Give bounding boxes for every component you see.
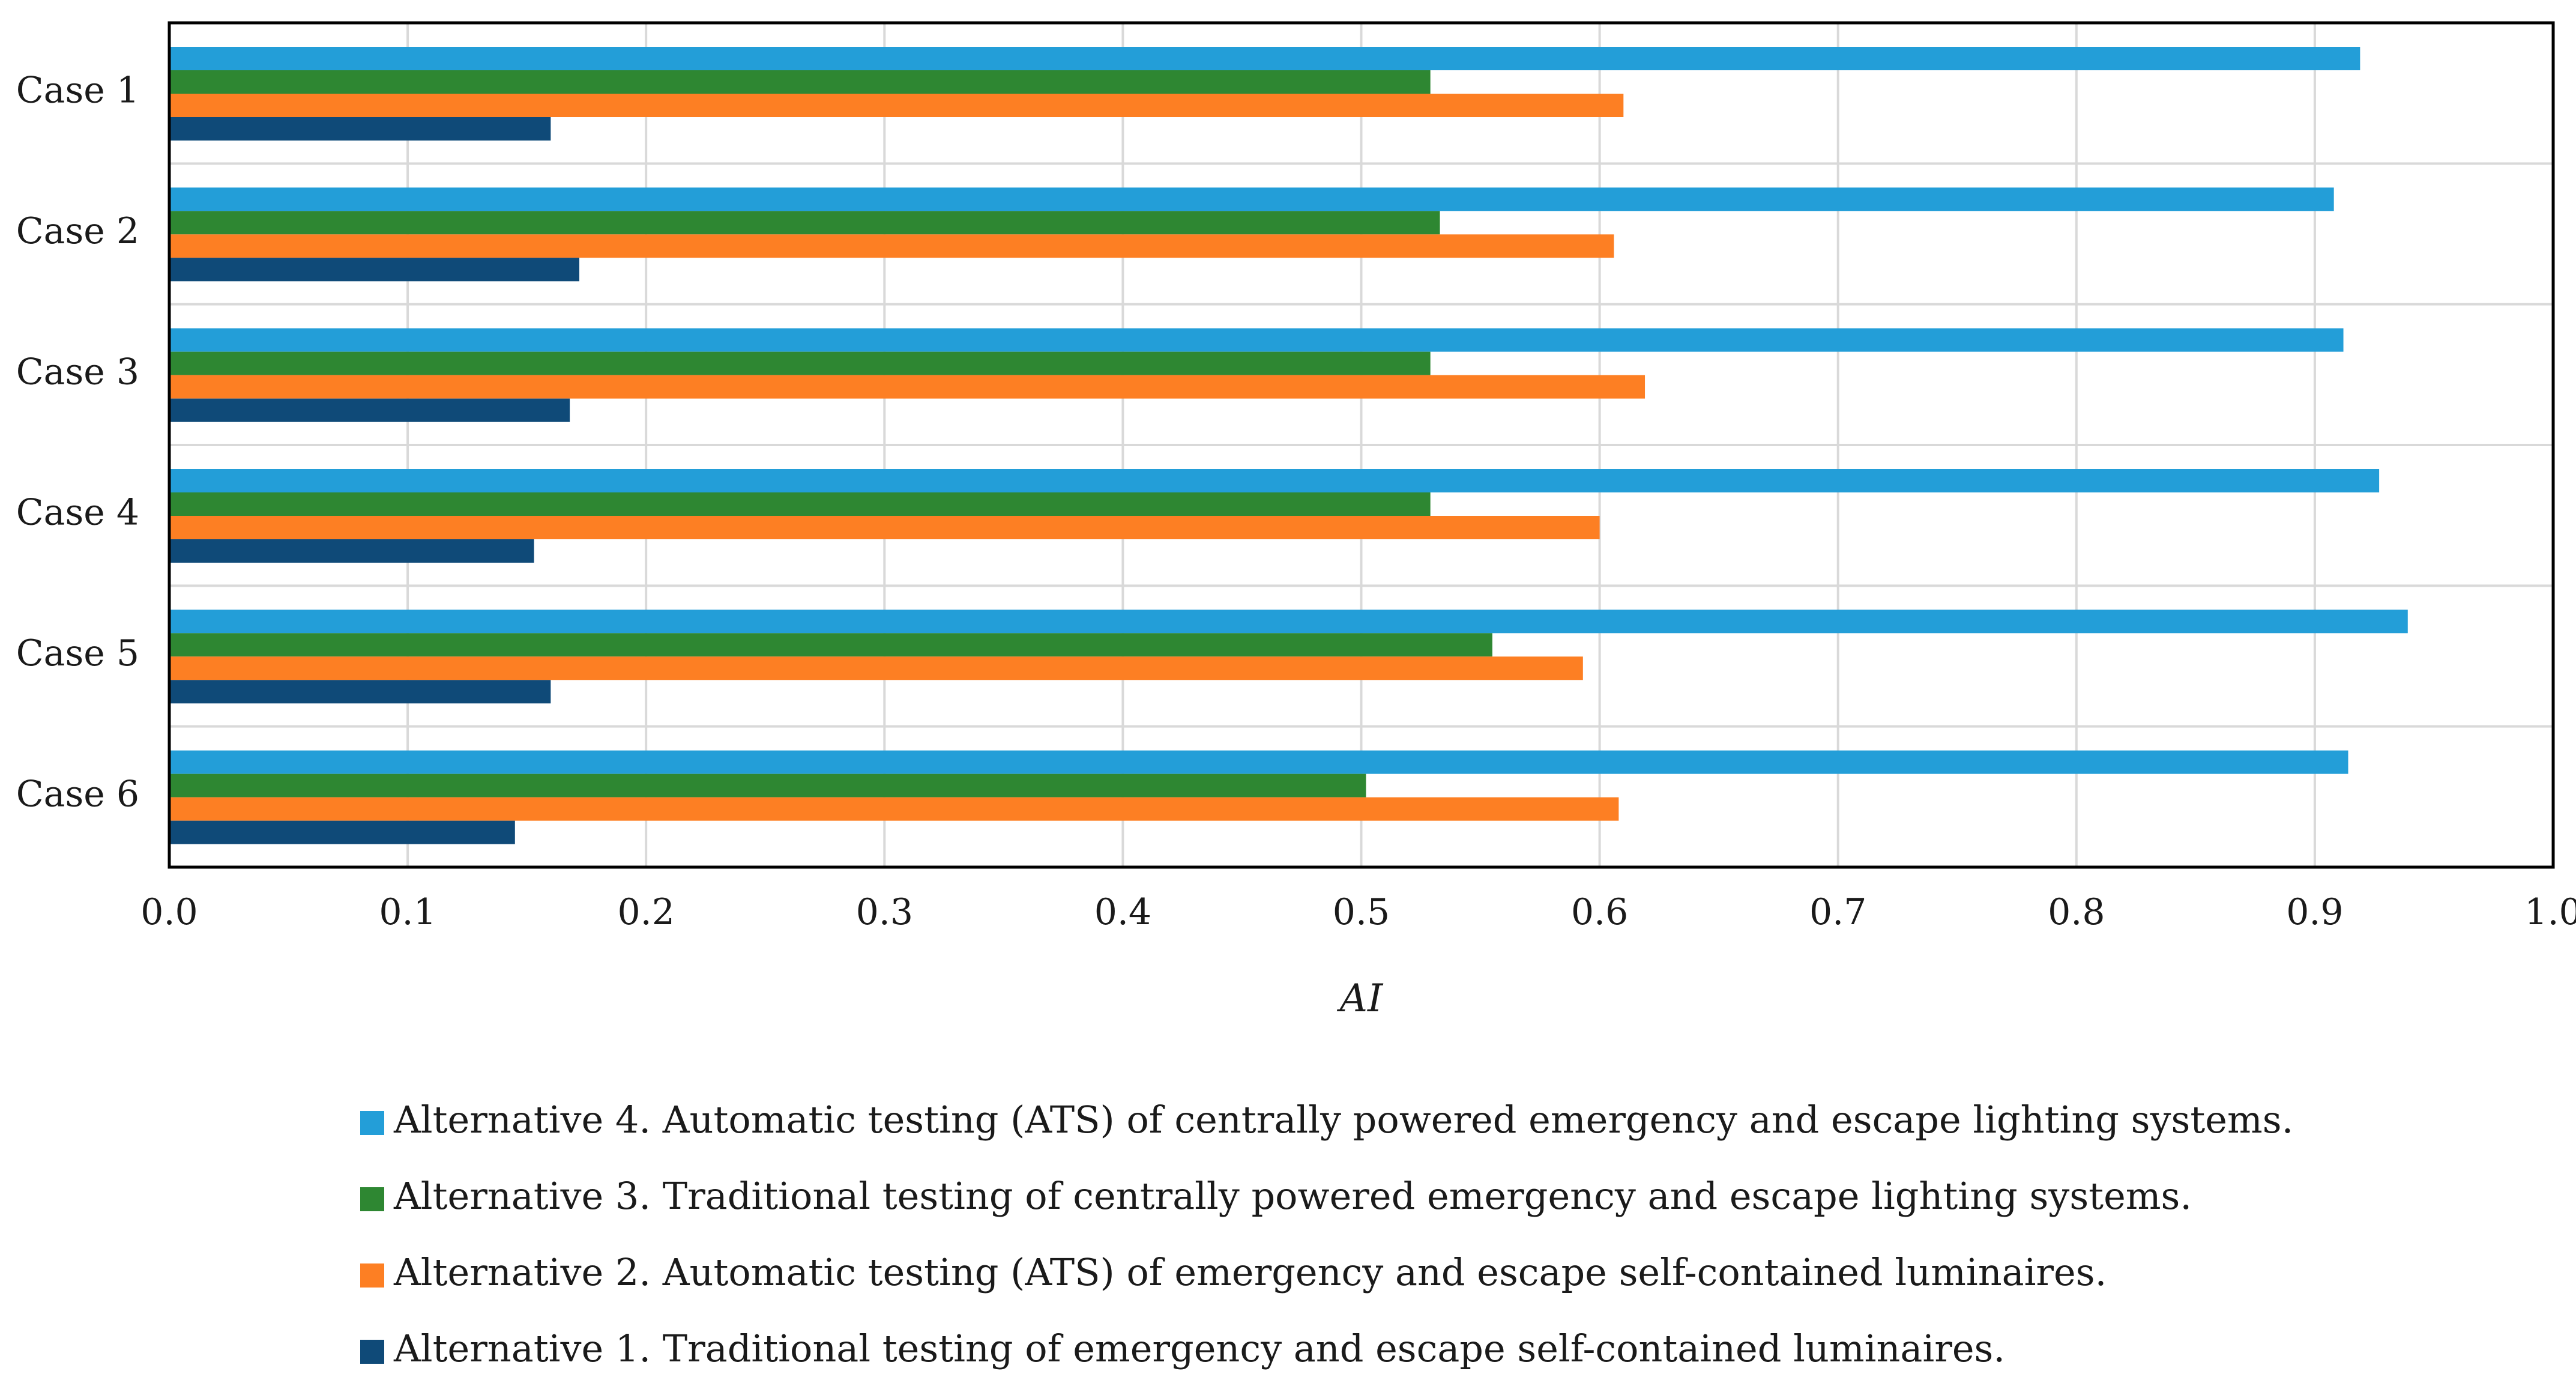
bar — [169, 610, 2408, 634]
bar — [169, 469, 2380, 492]
category-label: Case 1 — [16, 70, 139, 112]
category-labels: Case 1 Case 2 Case 3 Case 4 Case 5 Case 6 — [16, 70, 139, 816]
x-tick-label: 0.3 — [856, 891, 913, 933]
legend-label: Alternative 4. Automatic testing (ATS) o… — [393, 1098, 2293, 1142]
legend-swatch — [360, 1111, 384, 1135]
category-label: Case 2 — [16, 210, 139, 252]
bars — [169, 47, 2408, 844]
x-tick-label: 0.0 — [140, 891, 198, 933]
legend-swatch — [360, 1340, 384, 1364]
bar — [169, 656, 1583, 680]
bar — [169, 328, 2344, 352]
category-label: Case 3 — [16, 351, 139, 393]
bar — [169, 117, 551, 141]
bar — [169, 70, 1431, 94]
bar — [169, 539, 534, 563]
bar — [169, 750, 2348, 774]
x-tick-label: 0.4 — [1094, 891, 1151, 933]
legend: Alternative 4. Automatic testing (ATS) o… — [360, 1098, 2293, 1370]
bar — [169, 633, 1492, 657]
bar — [169, 516, 1600, 539]
legend-label: Alternative 2. Automatic testing (ATS) o… — [393, 1250, 2107, 1294]
x-tick-label: 0.8 — [2048, 891, 2105, 933]
bar — [169, 797, 1619, 821]
category-separators — [169, 162, 2553, 728]
x-tick-label: 0.6 — [1571, 891, 1628, 933]
bar — [169, 820, 515, 844]
category-label: Case 5 — [16, 632, 139, 674]
bar — [169, 680, 551, 704]
bar — [169, 211, 1440, 235]
x-tick-label: 0.5 — [1333, 891, 1390, 933]
bar — [169, 375, 1645, 399]
x-tick-labels: 0.0 0.1 0.2 0.3 0.4 0.5 0.6 0.7 0.8 0.9 1.0 — [140, 891, 2576, 933]
bar — [169, 234, 1614, 258]
category-label: Case 4 — [16, 492, 139, 534]
legend-swatch — [360, 1263, 384, 1288]
bar — [169, 187, 2334, 211]
bar — [169, 94, 1624, 117]
bar — [169, 492, 1431, 516]
legend-label: Alternative 1. Traditional testing of em… — [393, 1327, 2005, 1370]
x-tick-label: 1.0 — [2524, 891, 2576, 933]
x-tick-label: 0.7 — [1809, 891, 1866, 933]
bar — [169, 398, 570, 422]
bar — [169, 351, 1431, 375]
plot-frame — [167, 21, 2555, 869]
legend-swatch — [360, 1187, 384, 1211]
bar — [169, 47, 2360, 70]
bar — [169, 258, 580, 282]
bar — [169, 773, 1366, 797]
x-tick-label: 0.1 — [379, 891, 436, 933]
x-tick-label: 0.9 — [2286, 891, 2343, 933]
category-label: Case 6 — [16, 773, 139, 815]
legend-label: Alternative 3. Traditional testing of ce… — [393, 1174, 2192, 1218]
x-axis-title: AI — [1337, 976, 1384, 1021]
x-tick-label: 0.2 — [617, 891, 674, 933]
